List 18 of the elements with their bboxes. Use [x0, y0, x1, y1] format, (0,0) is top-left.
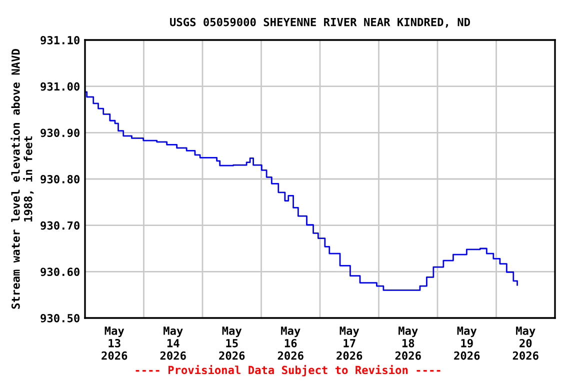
y-tick-label: 930.80: [40, 174, 80, 184]
x-tick-label: May 14 2026: [160, 326, 186, 360]
y-tick-label: 930.90: [40, 128, 80, 138]
x-tick-label: May 13 2026: [102, 326, 128, 360]
x-tick-label: May 17 2026: [336, 326, 362, 360]
x-tick-label: May 20 2026: [512, 326, 538, 360]
y-tick-label: 931.10: [40, 36, 80, 44]
y-tick-label: 931.00: [40, 82, 80, 91]
chart-title: USGS 05059000 SHEYENNE RIVER NEAR KINDRED, ND: [170, 18, 470, 28]
x-tick-label: May 19 2026: [454, 326, 480, 360]
y-tick-label: 930.70: [40, 221, 80, 230]
x-tick-label: May 18 2026: [395, 326, 421, 360]
x-tick-label: May 16 2026: [278, 326, 304, 360]
y-tick-label: 930.50: [40, 314, 80, 322]
y-tick-label: 930.60: [40, 268, 80, 276]
text: ---- Provisional Data Subject to Revision ----: [136, 364, 440, 376]
x-tick-label: May 15 2026: [219, 326, 245, 360]
y-axis-title: Stream water level elevation above NAVD 1988, in feet: [10, 49, 34, 309]
